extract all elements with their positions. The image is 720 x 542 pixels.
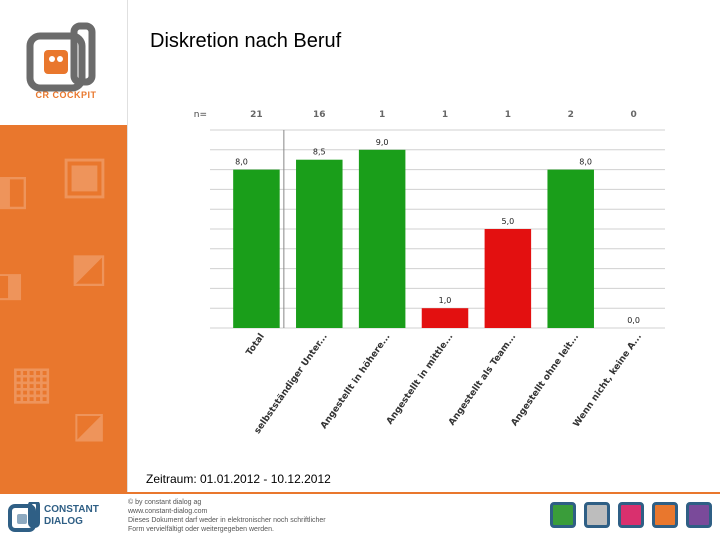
category-label: Total [245,332,267,358]
n-count: 1 [442,110,448,120]
category-label: Angestellt in mittle... [385,332,455,427]
footer-bar: CONSTANT DIALOG © by constant dialog ag … [0,492,720,542]
copyright-line: Form vervielfältigt oder weitergegeben w… [128,526,274,533]
watermark-pattern: ▦ [10,355,54,409]
page-title: Diskretion nach Beruf [150,30,342,52]
value-label: 1,0 [439,296,452,305]
value-labels: 8,0 8,5 9,0 1,0 5,0 8,0 0,0 [235,138,640,325]
sidebar-divider [127,0,128,492]
copyright-line: © by constant dialog ag [128,499,202,506]
bar-chart: n= 21 16 1 1 1 2 0 8,08,59,01,05,08,00,0 Total… [194,110,665,436]
product-logos [550,502,712,528]
copyright-block: © by constant dialog ag www.constant-dia… [128,498,388,534]
product-logo-icon [686,502,712,528]
brand-name: CONSTANT DIALOG [44,504,99,528]
n-count: 1 [505,110,511,120]
n-count: 2 [568,110,574,120]
watermark-pattern: ◧ [0,165,30,214]
copyright-line: Dieses Dokument darf weder in elektronis… [128,517,326,524]
logo-text: CR COCKPIT [35,90,97,100]
category-label: Wenn nicht, keine A... [572,332,644,429]
bars [233,149,594,328]
n-count: 1 [379,110,385,120]
value-label: 8,0 [579,158,592,167]
n-counts: 21 16 1 1 1 2 0 [250,110,637,120]
watermark-pattern: ◪ [72,405,107,446]
value-label: 5,0 [501,217,514,226]
value-label: 8,5 [313,148,326,157]
bar [296,159,343,328]
product-logo-icon [584,502,610,528]
n-count: 21 [250,110,263,120]
period-text: Zeitraum: 01.01.2012 - 10.12.2012 [146,472,331,486]
value-label: 0,0 [627,316,640,325]
n-count: 16 [313,110,326,120]
product-logo-icon [618,502,644,528]
bar [484,229,532,328]
value-label: 8,0 [235,158,248,167]
category-label: selbstständiger Unter... [253,332,330,436]
brand-line-1: CONSTANT [44,504,99,515]
brand-line-2: DIALOG [44,516,83,527]
category-label: Angestellt ohne leit... [510,332,581,428]
category-label: Angestellt in höhere... [319,332,392,431]
watermark-pattern: ▣ [60,145,110,205]
sidebar-watermark-panel: ◧ ▣ ◨ ◩ ▦ ◪ [0,125,128,492]
value-label: 9,0 [376,138,389,147]
n-count: 0 [630,110,636,120]
cr-cockpit-logo-icon [26,22,96,92]
category-label: Angestellt als Team... [447,332,518,428]
watermark-pattern: ◩ [70,245,108,291]
bar [358,149,406,328]
bar [421,308,469,328]
constant-dialog-logo-icon [8,502,40,532]
bar [547,169,594,328]
bar [233,169,280,328]
watermark-pattern: ◨ [0,265,24,305]
n-label: n= [194,110,207,120]
copyright-line: www.constant-dialog.com [128,508,208,515]
product-logo-icon [550,502,576,528]
sidebar: ◧ ▣ ◨ ◩ ▦ ◪ CR COCKPIT [0,0,128,492]
product-logo-icon [652,502,678,528]
